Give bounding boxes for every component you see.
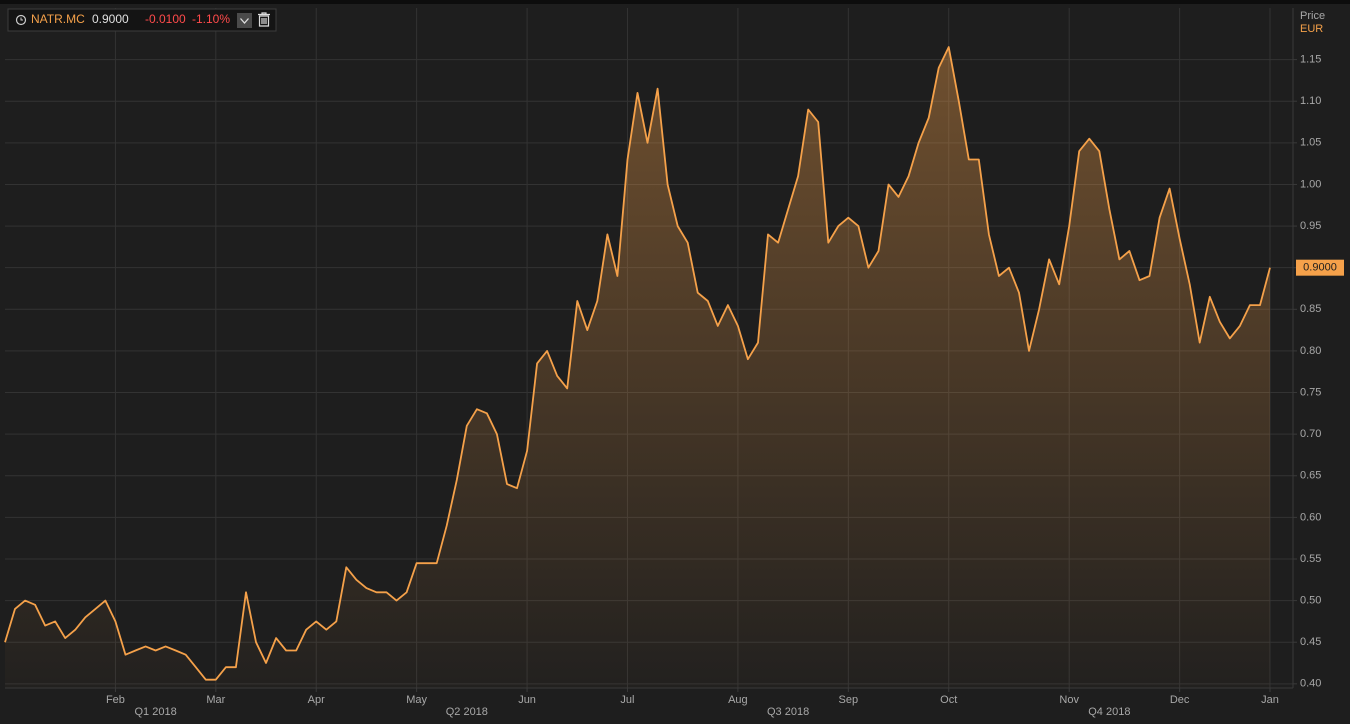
dropdown-arrow: [240, 18, 249, 24]
change-pct: -1.10%: [192, 12, 230, 26]
y-tick-label: 0.85: [1300, 303, 1321, 315]
y-tick-label: 1.05: [1300, 137, 1321, 149]
clock-icon: [15, 14, 27, 26]
x-tick-label: Jul: [620, 694, 634, 706]
last-value-label: 0.9000: [1303, 262, 1337, 274]
price-line: [4, 46, 1271, 681]
y-tick-label: 0.45: [1300, 636, 1321, 648]
y-axis-label: Price: [1300, 10, 1325, 22]
quarter-label: Q2 2018: [446, 706, 488, 718]
ticker: NATR.MC: [31, 12, 85, 26]
x-tick-label: Dec: [1170, 694, 1190, 706]
dropdown-button[interactable]: [237, 13, 252, 28]
x-tick-label: Sep: [839, 694, 859, 706]
x-tick-label: May: [406, 694, 427, 706]
y-tick-label: 1.15: [1300, 54, 1321, 66]
quarter-label: Q1 2018: [134, 706, 176, 718]
x-tick-label: Nov: [1059, 694, 1079, 706]
x-tick-label: Aug: [728, 694, 748, 706]
area-fill: [5, 47, 1270, 689]
y-axis-unit: EUR: [1300, 23, 1323, 35]
quarter-label: Q3 2018: [767, 706, 809, 718]
x-tick-label: Oct: [940, 694, 957, 706]
quarter-label: Q4 2018: [1088, 706, 1130, 718]
plot-area: [4, 8, 1293, 689]
top-border: [0, 0, 1350, 4]
y-tick-label: 0.70: [1300, 428, 1321, 440]
y-tick-label: 1.10: [1300, 95, 1321, 107]
clock-hand: [20, 17, 23, 21]
legend-header[interactable]: NATR.MC 0.9000 -0.0100 -1.10%: [7, 8, 277, 32]
last-price: 0.9000: [92, 12, 129, 26]
y-tick-label: 0.95: [1300, 220, 1321, 232]
y-tick-label: 0.65: [1300, 470, 1321, 482]
x-tick-label: Jan: [1261, 694, 1279, 706]
y-tick-label: 0.80: [1300, 345, 1321, 357]
x-tick-label: Apr: [308, 694, 325, 706]
y-tick-label: 0.60: [1300, 511, 1321, 523]
y-tick-label: 0.50: [1300, 595, 1321, 607]
y-tick-label: 1.00: [1300, 178, 1321, 190]
trash-icon[interactable]: [258, 12, 270, 27]
header-box: [7, 8, 277, 32]
y-tick-label: 0.40: [1300, 678, 1321, 690]
x-tick-label: Feb: [106, 694, 125, 706]
x-tick-label: Jun: [518, 694, 536, 706]
change: -0.0100: [145, 12, 186, 26]
last-value-tag: [1296, 259, 1344, 276]
y-tick-label: 0.75: [1300, 386, 1321, 398]
x-tick-label: Mar: [206, 694, 225, 706]
y-tick-label: 0.55: [1300, 553, 1321, 565]
